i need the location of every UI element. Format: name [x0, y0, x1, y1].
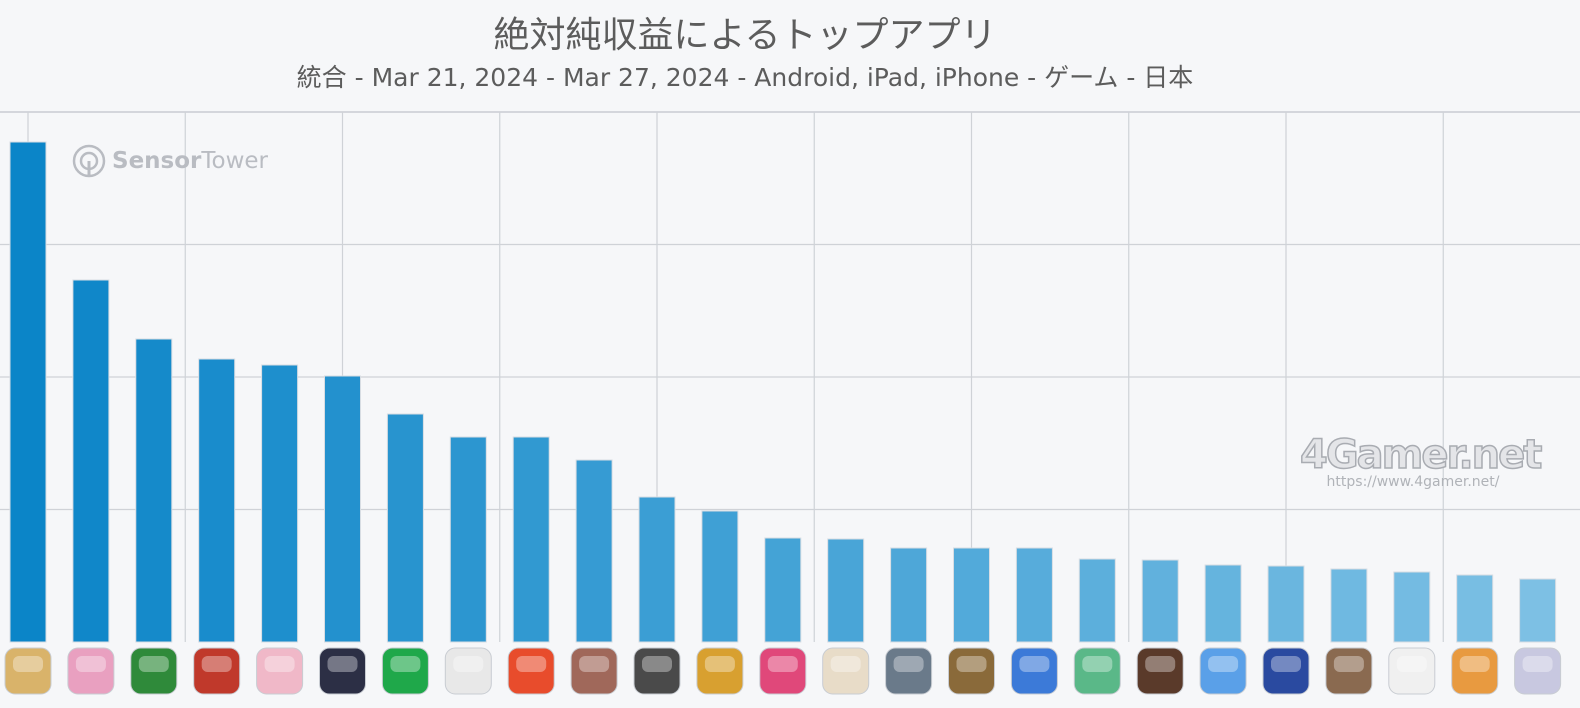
sensortower-watermark: SensorTower	[72, 144, 268, 178]
app-icon-app-16	[948, 647, 995, 695]
app-icon-app-3	[130, 647, 178, 695]
4gamer-watermark: 4Gamer.net https://www.4gamer.net/	[1299, 431, 1543, 490]
app-icon-app-9	[507, 647, 555, 695]
chart-subtitle: 統合 - Mar 21, 2024 - Mar 27, 2024 - Andro…	[296, 63, 1194, 92]
app-icon-app-6	[319, 647, 366, 695]
app-icon-app-13	[759, 647, 807, 695]
bar-app-5	[261, 364, 299, 643]
bar-app-11	[638, 496, 676, 643]
bar-app-23	[1393, 571, 1431, 643]
bar-app-22	[1330, 568, 1368, 643]
bar-app-13	[764, 537, 802, 643]
app-icon-app-22	[1325, 647, 1373, 695]
chart-title: 絶対純収益によるトップアプリ	[493, 15, 997, 56]
app-icon-app-25	[1514, 647, 1562, 695]
app-icon-app-1	[4, 647, 52, 695]
app-icon-app-11	[633, 647, 681, 695]
app-icon-app-2	[67, 647, 115, 695]
bar-app-6	[324, 375, 361, 643]
bar-app-1	[9, 141, 47, 643]
bar-app-15	[890, 547, 928, 643]
bar-app-2	[72, 279, 110, 643]
app-icon-app-14	[822, 647, 870, 695]
sensortower-wordmark-bold: Sensor	[112, 148, 202, 174]
app-icon-app-18	[1073, 647, 1121, 695]
app-icon-app-21	[1262, 647, 1310, 695]
sensortower-logo-icon	[72, 144, 106, 178]
app-icon-app-19	[1136, 647, 1184, 695]
app-icon-app-10	[570, 647, 618, 695]
bar-app-3	[135, 338, 173, 643]
app-icon-app-4	[193, 647, 241, 695]
app-icon-app-7	[381, 647, 429, 695]
app-icon-app-5	[256, 647, 304, 695]
app-icon-app-15	[885, 647, 933, 695]
app-icon-app-24	[1451, 647, 1499, 695]
app-icon-app-12	[696, 647, 744, 695]
bar-app-20	[1204, 564, 1242, 643]
app-icon-app-23	[1388, 647, 1436, 695]
bar-app-8	[449, 436, 487, 643]
bar-app-16	[953, 547, 990, 643]
bar-app-10	[575, 459, 613, 643]
bar-app-9	[512, 436, 550, 643]
4gamer-logo: 4Gamer.net	[1299, 431, 1543, 479]
bar-app-24	[1456, 574, 1494, 643]
bar-app-25	[1519, 578, 1557, 643]
bar-app-17	[1015, 547, 1053, 643]
sensortower-wordmark-light: Tower	[201, 148, 269, 174]
bar-app-12	[701, 510, 739, 643]
app-icon-app-20	[1199, 647, 1247, 695]
bar-app-7	[386, 413, 424, 643]
bar-app-4	[198, 358, 236, 643]
app-icon-app-8	[444, 647, 492, 695]
bar-app-19	[1141, 559, 1179, 643]
bar-app-18	[1078, 558, 1116, 643]
app-icon-app-17	[1010, 647, 1058, 695]
bar-app-14	[827, 538, 865, 643]
4gamer-url: https://www.4gamer.net/	[1326, 474, 1500, 490]
bar-app-21	[1267, 565, 1305, 643]
